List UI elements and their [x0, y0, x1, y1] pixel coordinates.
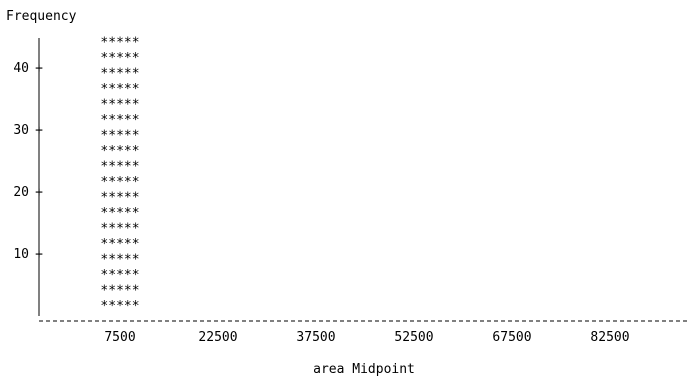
bar: ****************************************…	[100, 36, 139, 315]
bar-row: *****	[100, 67, 139, 82]
x-axis-label: area Midpoint	[313, 362, 415, 377]
y-tick-mark: +	[35, 185, 43, 200]
y-tick-label: 20	[13, 185, 29, 200]
bars: ****************************************…	[100, 36, 139, 315]
bar-row: *****	[100, 144, 139, 159]
bar-row: *****	[100, 51, 139, 66]
bar-row: *****	[100, 237, 139, 252]
bar-row: *****	[100, 222, 139, 237]
y-tick-mark: +	[35, 61, 43, 76]
bar-row: *****	[100, 299, 139, 314]
x-tick-label: 52500	[394, 330, 433, 345]
bar-row: *****	[100, 82, 139, 97]
bar-row: *****	[100, 268, 139, 283]
bar-row: *****	[100, 175, 139, 190]
y-axis-label: Frequency	[6, 9, 77, 24]
y-tick-label: 10	[13, 247, 29, 262]
y-tick-label: 40	[13, 61, 29, 76]
bar-row: *****	[100, 113, 139, 128]
bar-row: *****	[100, 253, 139, 268]
bar-row: *****	[100, 206, 139, 221]
x-tick-label: 67500	[492, 330, 531, 345]
y-tick-mark: +	[35, 247, 43, 262]
bar-row: *****	[100, 160, 139, 175]
x-tick-label: 7500	[104, 330, 135, 345]
x-axis-ticks: 7500 22500 37500 52500 67500 82500	[104, 330, 629, 345]
y-axis-ticks: 10 +20 +30 +40 +	[13, 61, 43, 262]
bar-row: *****	[100, 36, 139, 51]
x-tick-label: 37500	[296, 330, 335, 345]
y-tick-mark: +	[35, 123, 43, 138]
bar-row: *****	[100, 191, 139, 206]
bar-row: *****	[100, 98, 139, 113]
bar-row: *****	[100, 284, 139, 299]
bar-row: *****	[100, 129, 139, 144]
y-tick-label: 30	[13, 123, 29, 138]
x-tick-label: 22500	[198, 330, 237, 345]
x-tick-label: 82500	[590, 330, 629, 345]
